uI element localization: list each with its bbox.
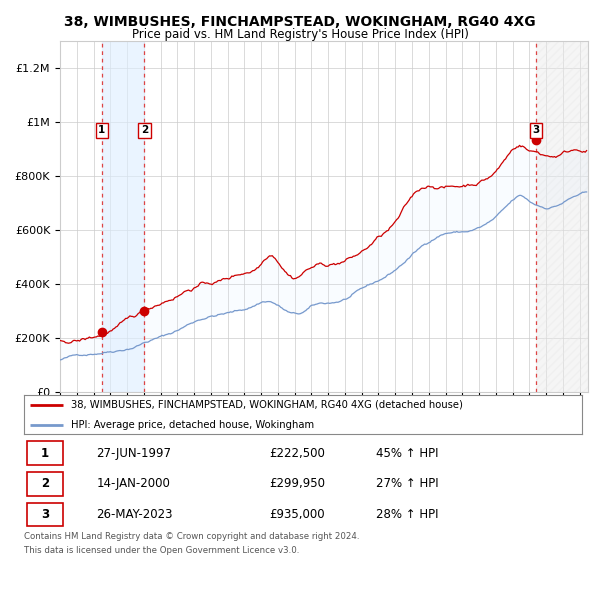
Text: 26-MAY-2023: 26-MAY-2023 — [97, 508, 173, 521]
Text: 2: 2 — [141, 126, 148, 136]
Text: 45% ↑ HPI: 45% ↑ HPI — [376, 447, 438, 460]
Text: £299,950: £299,950 — [269, 477, 326, 490]
FancyBboxPatch shape — [27, 503, 63, 526]
Text: Contains HM Land Registry data © Crown copyright and database right 2024.: Contains HM Land Registry data © Crown c… — [24, 532, 359, 540]
Text: 27-JUN-1997: 27-JUN-1997 — [97, 447, 172, 460]
Text: £935,000: £935,000 — [269, 508, 325, 521]
FancyBboxPatch shape — [27, 441, 63, 465]
Text: 1: 1 — [41, 447, 49, 460]
Text: 3: 3 — [41, 508, 49, 521]
Text: 1: 1 — [98, 126, 106, 136]
Text: 38, WIMBUSHES, FINCHAMPSTEAD, WOKINGHAM, RG40 4XG: 38, WIMBUSHES, FINCHAMPSTEAD, WOKINGHAM,… — [64, 15, 536, 29]
Text: 3: 3 — [532, 126, 539, 136]
Bar — [536, 41, 588, 392]
Text: 14-JAN-2000: 14-JAN-2000 — [97, 477, 170, 490]
Text: This data is licensed under the Open Government Licence v3.0.: This data is licensed under the Open Gov… — [24, 546, 299, 555]
Text: £222,500: £222,500 — [269, 447, 325, 460]
Text: 27% ↑ HPI: 27% ↑ HPI — [376, 477, 438, 490]
Bar — [102, 41, 145, 392]
Text: Price paid vs. HM Land Registry's House Price Index (HPI): Price paid vs. HM Land Registry's House … — [131, 28, 469, 41]
Text: 28% ↑ HPI: 28% ↑ HPI — [376, 508, 438, 521]
FancyBboxPatch shape — [27, 472, 63, 496]
Text: HPI: Average price, detached house, Wokingham: HPI: Average price, detached house, Woki… — [71, 420, 314, 430]
Text: 2: 2 — [41, 477, 49, 490]
Text: 38, WIMBUSHES, FINCHAMPSTEAD, WOKINGHAM, RG40 4XG (detached house): 38, WIMBUSHES, FINCHAMPSTEAD, WOKINGHAM,… — [71, 400, 463, 410]
